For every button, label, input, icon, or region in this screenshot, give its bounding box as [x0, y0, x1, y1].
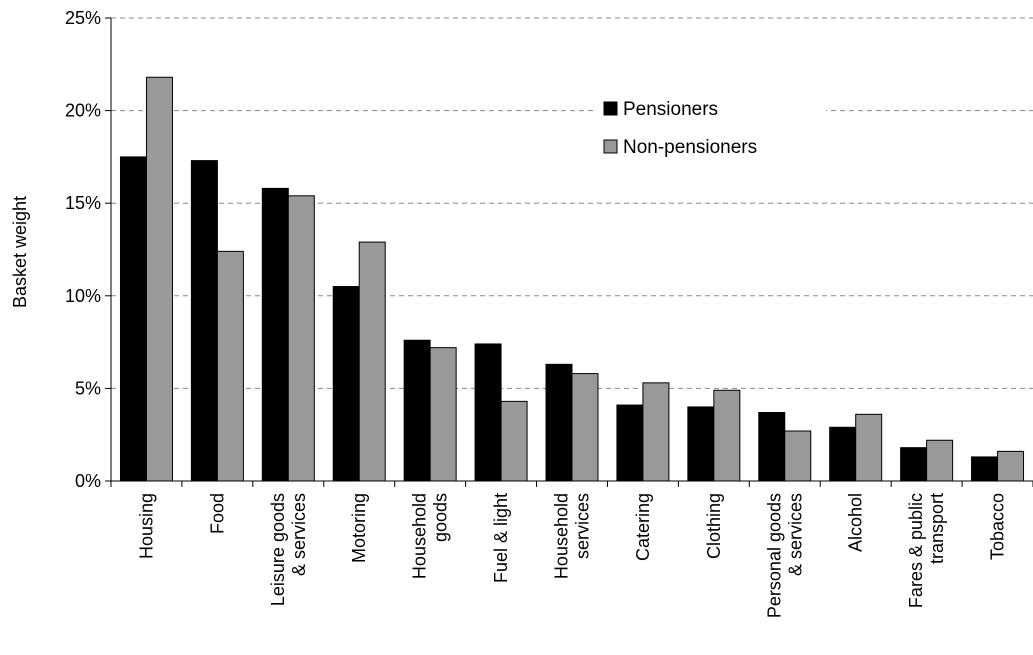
bar-non-pensioners	[784, 430, 812, 482]
y-tick-label: 0%	[75, 471, 101, 491]
bar-pensioners	[545, 363, 573, 482]
x-tick-label: Tobacco	[988, 493, 1008, 560]
bar-non-pensioners	[642, 382, 670, 482]
x-tick-label: Catering	[633, 493, 653, 561]
x-tick-label: Leisure goods & services	[268, 493, 309, 606]
x-tick-label-line: services	[573, 493, 593, 559]
x-tick-label: Fares & public transport	[906, 493, 947, 608]
x-tick-label-line: Housing	[136, 493, 156, 559]
bar-pensioners	[616, 404, 644, 482]
bar-non-pensioners	[358, 241, 386, 482]
bar-non-pensioners	[926, 439, 954, 482]
x-tick-label-line: & services	[289, 493, 309, 576]
bar-pensioners	[829, 426, 857, 482]
bar-non-pensioners	[500, 400, 528, 482]
bar-non-pensioners	[855, 413, 883, 482]
x-tick-label-line: & services	[785, 493, 805, 576]
y-tick-label: 20%	[65, 101, 101, 121]
x-tick-label: Fuel & light	[491, 493, 511, 583]
bar-non-pensioners	[713, 389, 741, 482]
y-tick-labels: 0% 5% 10% 15% 20% 25%	[65, 8, 101, 491]
bar-pensioners	[332, 286, 360, 482]
x-tick-label-line: Household	[552, 493, 572, 579]
y-tick-label: 10%	[65, 286, 101, 306]
bar-pensioners	[900, 447, 928, 482]
bar-non-pensioners	[429, 347, 457, 482]
x-tick-label: Household goods	[410, 493, 451, 579]
bar-pensioners	[403, 339, 431, 482]
x-tick-label-line: Fuel & light	[491, 493, 511, 583]
bar-non-pensioners	[287, 195, 315, 482]
x-tick-label-line: transport	[927, 493, 947, 564]
bar-non-pensioners	[216, 250, 244, 482]
bar-pensioners	[687, 406, 715, 482]
bar-pensioners	[261, 187, 289, 482]
bar-non-pensioners	[571, 373, 599, 482]
bar-non-pensioners	[145, 76, 173, 482]
bar-pensioners	[474, 343, 502, 482]
x-tick-labels: Housing Food Leisure goods & services Motori…	[136, 493, 1007, 618]
y-tick-label: 5%	[75, 378, 101, 398]
bars	[119, 76, 1025, 482]
x-tick-label-line: Tobacco	[988, 493, 1008, 560]
x-tick-label-line: Household	[410, 493, 430, 579]
x-tick-label: Food	[207, 493, 227, 534]
x-tick-label-line: Motoring	[349, 493, 369, 563]
x-tick-label: Motoring	[349, 493, 369, 563]
x-tick-label-line: Leisure goods	[268, 493, 288, 606]
x-tick-label-line: Food	[207, 493, 227, 534]
legend-label: Non-pensioners	[623, 137, 757, 158]
legend-label: Pensioners	[623, 99, 718, 120]
bar-pensioners	[971, 456, 999, 482]
bar-pensioners	[119, 156, 147, 482]
y-axis-label: Basket weight	[10, 196, 30, 308]
x-tick-label: Personal goods & services	[764, 493, 805, 618]
bar-non-pensioners	[997, 450, 1025, 482]
legend-swatch	[603, 139, 618, 154]
x-tick-label-line: Personal goods	[764, 493, 784, 618]
legend-swatch	[603, 101, 618, 116]
x-tick-label: Alcohol	[846, 493, 866, 552]
x-tick-label: Household services	[552, 493, 593, 579]
legend: Pensioners Non-pensioners	[596, 80, 826, 158]
x-tick-label-line: Catering	[633, 493, 653, 561]
bar-pensioners	[190, 160, 218, 482]
bar-pensioners	[758, 411, 786, 482]
x-tick-label-line: Clothing	[704, 493, 724, 559]
y-tick-label: 25%	[65, 8, 101, 28]
x-tick-label-line: Alcohol	[846, 493, 866, 552]
x-tick-label: Housing	[136, 493, 156, 559]
x-tick-label: Clothing	[704, 493, 724, 559]
y-tick-label: 15%	[65, 193, 101, 213]
axes	[105, 17, 1033, 487]
gridlines	[111, 17, 1033, 389]
legend-background	[596, 80, 826, 156]
x-tick-label-line: Fares & public	[906, 493, 926, 608]
x-tick-label-line: goods	[431, 493, 451, 542]
